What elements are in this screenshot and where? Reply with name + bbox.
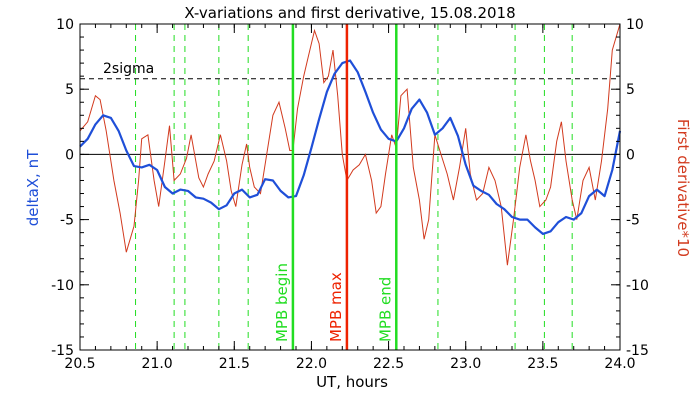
x-tick-label-3: 22.0 bbox=[296, 356, 327, 372]
marker-label-0: MPB begin bbox=[273, 263, 291, 342]
x-tick-label-7: 24.0 bbox=[604, 356, 635, 372]
y-left-tick-label-3: -5 bbox=[60, 213, 74, 229]
x-tick-label-0: 20.5 bbox=[64, 356, 95, 372]
sigma-label: 2sigma bbox=[103, 61, 154, 77]
y-left-tick-label-1: 5 bbox=[65, 82, 74, 98]
y-right-tick-label-0: 10 bbox=[626, 17, 644, 33]
plot-area: 2sigma MPB begin MPB max MPB end bbox=[79, 23, 622, 350]
series-deltax-line bbox=[79, 59, 622, 235]
y-right-tick-label-2: 0 bbox=[626, 147, 635, 163]
x-tick-label-4: 22.5 bbox=[373, 356, 404, 372]
marker-label-1: MPB max bbox=[327, 272, 345, 342]
series-derivative-line bbox=[79, 23, 621, 266]
y-left-tick-label-0: 10 bbox=[56, 17, 74, 33]
x-tick-label-2: 21.5 bbox=[219, 356, 250, 372]
y-left-tick-label-4: -10 bbox=[51, 278, 74, 294]
marker-label-2: MPB end bbox=[376, 277, 394, 342]
y-axis-right-label: First derivative*10 bbox=[674, 119, 692, 257]
y-right-tick-label-5: -15 bbox=[626, 343, 649, 359]
x-tick-label-1: 21.0 bbox=[142, 356, 173, 372]
y-right-tick-label-3: -5 bbox=[626, 213, 640, 229]
x-axis-label: UT, hours bbox=[316, 373, 388, 391]
y-left-tick-label-2: 0 bbox=[65, 147, 74, 163]
y-axis-left-label: deltaX, nT bbox=[24, 149, 42, 226]
x-tick-label-5: 23.0 bbox=[450, 356, 481, 372]
plot-frame bbox=[79, 23, 621, 351]
y-left-tick-label-5: -15 bbox=[51, 343, 74, 359]
x-tick-label-6: 23.5 bbox=[527, 356, 558, 372]
y-right-tick-label-1: 5 bbox=[626, 82, 635, 98]
chart-title: X-variations and first derivative, 15.08… bbox=[184, 4, 515, 22]
axes: 20.5 21.0 21.5 22.0 22.5 23.0 23.5 24.0 10 10 5 5 0 0… bbox=[51, 17, 649, 372]
y-right-tick-label-4: -10 bbox=[626, 278, 649, 294]
